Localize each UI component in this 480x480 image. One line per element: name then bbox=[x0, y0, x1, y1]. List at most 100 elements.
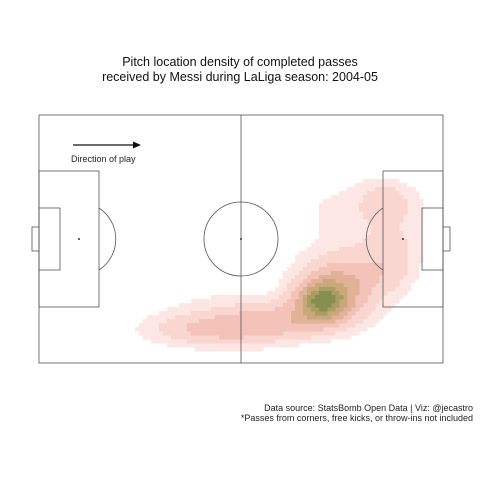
density-cell bbox=[267, 343, 272, 348]
density-cell bbox=[251, 299, 256, 304]
density-cell bbox=[391, 215, 396, 220]
density-cell bbox=[327, 235, 332, 240]
density-cell bbox=[235, 303, 240, 308]
density-cell bbox=[371, 275, 376, 280]
density-cell bbox=[255, 343, 260, 348]
density-cell bbox=[303, 311, 308, 316]
density-cell bbox=[375, 199, 380, 204]
density-cell bbox=[207, 343, 212, 348]
density-cell bbox=[155, 315, 160, 320]
density-cell bbox=[275, 307, 280, 312]
density-cell bbox=[375, 271, 380, 276]
density-cell bbox=[403, 207, 408, 212]
density-cell bbox=[411, 247, 416, 252]
density-cell bbox=[291, 299, 296, 304]
density-cell bbox=[343, 283, 348, 288]
density-cell bbox=[319, 279, 324, 284]
density-cell bbox=[299, 311, 304, 316]
density-cell bbox=[419, 235, 424, 240]
density-cell bbox=[359, 279, 364, 284]
density-cell bbox=[411, 191, 416, 196]
density-cell bbox=[299, 267, 304, 272]
density-cell bbox=[259, 335, 264, 340]
density-cell bbox=[367, 179, 372, 184]
density-cell bbox=[411, 271, 416, 276]
density-cell bbox=[403, 199, 408, 204]
density-cell bbox=[359, 199, 364, 204]
density-cell bbox=[371, 199, 376, 204]
density-cell bbox=[291, 335, 296, 340]
density-cell bbox=[291, 279, 296, 284]
density-cell bbox=[359, 187, 364, 192]
density-cell bbox=[383, 243, 388, 248]
density-cell bbox=[331, 235, 336, 240]
density-cell bbox=[395, 199, 400, 204]
density-cell bbox=[331, 275, 336, 280]
density-cell bbox=[319, 207, 324, 212]
density-cell bbox=[163, 339, 168, 344]
density-cell bbox=[343, 195, 348, 200]
density-cell bbox=[399, 215, 404, 220]
density-cell bbox=[195, 347, 200, 352]
density-cell bbox=[327, 231, 332, 236]
density-cell bbox=[355, 251, 360, 256]
density-cell bbox=[355, 203, 360, 208]
density-cell bbox=[307, 315, 312, 320]
density-cell bbox=[343, 215, 348, 220]
density-cell bbox=[335, 311, 340, 316]
density-cell bbox=[331, 311, 336, 316]
density-cell bbox=[303, 267, 308, 272]
density-cell bbox=[363, 207, 368, 212]
density-cell bbox=[391, 299, 396, 304]
density-cell bbox=[219, 307, 224, 312]
density-cell bbox=[383, 287, 388, 292]
density-cell bbox=[339, 283, 344, 288]
density-cell bbox=[191, 339, 196, 344]
density-cell bbox=[243, 311, 248, 316]
density-cell bbox=[319, 299, 324, 304]
density-cell bbox=[371, 315, 376, 320]
density-cell bbox=[319, 259, 324, 264]
density-cell bbox=[219, 315, 224, 320]
density-cell bbox=[387, 263, 392, 268]
density-cell bbox=[179, 331, 184, 336]
density-cell bbox=[367, 307, 372, 312]
density-cell bbox=[191, 335, 196, 340]
density-cell bbox=[275, 319, 280, 324]
density-cell bbox=[223, 299, 228, 304]
density-cell bbox=[375, 247, 380, 252]
density-cell bbox=[247, 347, 252, 352]
density-cell bbox=[343, 287, 348, 292]
density-cell bbox=[383, 235, 388, 240]
density-cell bbox=[135, 327, 140, 332]
density-cell bbox=[291, 339, 296, 344]
density-cell bbox=[327, 315, 332, 320]
density-cell bbox=[167, 343, 172, 348]
density-cell bbox=[215, 339, 220, 344]
density-cell bbox=[323, 275, 328, 280]
density-cell bbox=[383, 307, 388, 312]
density-cell bbox=[355, 243, 360, 248]
density-cell bbox=[187, 335, 192, 340]
density-cell bbox=[335, 223, 340, 228]
density-cell bbox=[295, 283, 300, 288]
density-cell bbox=[167, 315, 172, 320]
density-cell bbox=[371, 307, 376, 312]
density-cell bbox=[323, 283, 328, 288]
density-cell bbox=[339, 243, 344, 248]
density-cell bbox=[395, 251, 400, 256]
density-cell bbox=[419, 231, 424, 236]
density-cell bbox=[223, 303, 228, 308]
density-cell bbox=[303, 279, 308, 284]
density-cell bbox=[375, 303, 380, 308]
density-cell bbox=[363, 275, 368, 280]
density-cell bbox=[211, 323, 216, 328]
density-cell bbox=[283, 287, 288, 292]
density-cell bbox=[139, 323, 144, 328]
density-cell bbox=[383, 183, 388, 188]
density-cell bbox=[243, 347, 248, 352]
density-cell bbox=[387, 187, 392, 192]
density-cell bbox=[387, 203, 392, 208]
density-cell bbox=[203, 307, 208, 312]
density-cell bbox=[187, 323, 192, 328]
